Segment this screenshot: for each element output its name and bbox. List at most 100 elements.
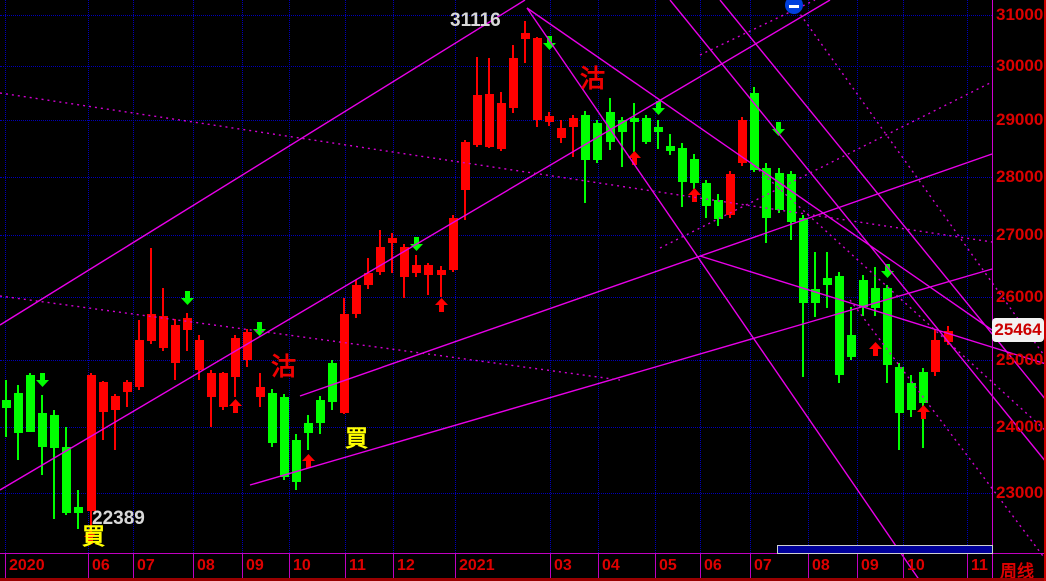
candle-body	[14, 392, 24, 433]
candle-body	[834, 275, 844, 375]
price-gridline	[0, 66, 992, 67]
y-axis-price-label: 26000	[996, 287, 1044, 306]
candle-body	[134, 339, 144, 387]
x-axis-month-label: 2021	[459, 557, 495, 574]
x-axis-month-label: 08	[197, 557, 215, 574]
candle-body	[436, 269, 446, 275]
minus-circle-icon[interactable]	[785, 0, 803, 14]
candle-body	[690, 158, 699, 183]
candle-body	[677, 147, 687, 183]
candle-body	[641, 118, 651, 143]
candle-body	[243, 331, 253, 360]
x-axis-month-label: 07	[137, 557, 155, 574]
candle-body	[400, 246, 410, 278]
candle-body	[122, 382, 132, 393]
candle-body	[774, 173, 784, 211]
month-gridline	[903, 0, 904, 553]
candle-body	[593, 122, 603, 161]
sell-arrow-icon	[181, 291, 195, 306]
month-gridline	[133, 0, 134, 553]
candle-body	[364, 272, 374, 286]
candle-body	[786, 174, 796, 223]
x-axis-month-label: 10	[293, 557, 311, 574]
horizontal-scrollbar[interactable]	[777, 545, 993, 554]
candle-wick	[656, 120, 659, 149]
x-axis-tick	[967, 553, 968, 578]
candle-body	[327, 362, 337, 403]
candle-body	[569, 117, 579, 127]
sell-arrow-icon	[772, 121, 786, 136]
axis-separator-horizontal	[0, 553, 1046, 554]
candle-body	[702, 182, 712, 206]
buy-arrow-icon	[627, 151, 641, 166]
x-axis-month-label: 11	[349, 557, 366, 574]
candle-body	[943, 330, 953, 342]
candle-body	[38, 412, 48, 447]
x-axis-tick	[393, 553, 394, 578]
candle-body	[291, 439, 301, 482]
y-axis-price-label: 29000	[996, 110, 1044, 129]
candle-body	[846, 334, 856, 357]
buy-arrow-icon	[84, 530, 98, 545]
buy-text-marker: 買	[82, 523, 105, 549]
sell-text-marker: 沽	[271, 353, 297, 381]
month-gridline	[289, 0, 290, 553]
x-axis-tick	[289, 553, 290, 578]
candle-body	[907, 382, 917, 411]
candle-body	[146, 314, 156, 342]
candle-body	[545, 116, 555, 122]
candle-body	[352, 285, 361, 314]
x-axis-tick	[5, 553, 6, 578]
candle-body	[207, 372, 217, 397]
dotted-trendline	[0, 295, 621, 381]
candle-body	[822, 277, 832, 286]
buy-arrow-icon	[869, 342, 883, 357]
buy-text-marker: 買	[345, 425, 368, 451]
minus-bar	[789, 5, 799, 8]
candle-body	[412, 264, 422, 273]
month-gridline	[857, 0, 858, 553]
timeframe-label[interactable]: 周线	[1000, 562, 1034, 581]
candle-body	[714, 200, 724, 219]
x-axis-month-label: 06	[704, 557, 722, 574]
candle-body	[798, 218, 808, 303]
candle-body	[219, 373, 229, 407]
candle-body	[231, 337, 241, 377]
x-axis-tick	[903, 553, 904, 578]
candle-body	[653, 126, 663, 132]
month-gridline	[242, 0, 243, 553]
sell-arrow-icon	[410, 237, 424, 252]
x-axis-tick	[455, 553, 456, 578]
y-axis-price-label: 25000	[996, 350, 1044, 369]
candle-wick	[632, 103, 635, 153]
buy-arrow-icon	[917, 404, 931, 419]
sell-arrow-icon	[651, 100, 665, 115]
x-axis-month-label: 05	[659, 557, 677, 574]
candle-body	[110, 396, 120, 411]
x-axis-tick	[655, 553, 656, 578]
candle-body	[484, 94, 494, 148]
y-axis-price-label: 31000	[996, 5, 1044, 24]
candle-body	[521, 32, 530, 39]
candle-body	[388, 238, 398, 244]
y-axis-price-label: 28000	[996, 167, 1044, 186]
candle-body	[303, 423, 313, 433]
buy-arrow-icon	[229, 398, 243, 413]
candle-body	[74, 506, 84, 513]
candle-body	[738, 120, 748, 163]
x-axis-tick	[88, 553, 89, 578]
month-gridline	[700, 0, 701, 553]
y-axis-price-label: 23000	[996, 483, 1044, 502]
x-axis-month-label: 10	[907, 557, 925, 574]
candle-body	[86, 374, 96, 511]
axis-separator-vertical	[992, 0, 993, 578]
candle-body	[376, 246, 386, 273]
month-gridline	[808, 0, 809, 553]
candle-body	[26, 374, 36, 432]
candle-body	[496, 102, 506, 149]
candle-body	[158, 315, 168, 348]
candle-body	[62, 446, 72, 514]
x-axis-tick	[700, 553, 701, 578]
buy-arrow-icon	[301, 454, 315, 469]
candle-body	[315, 400, 325, 423]
